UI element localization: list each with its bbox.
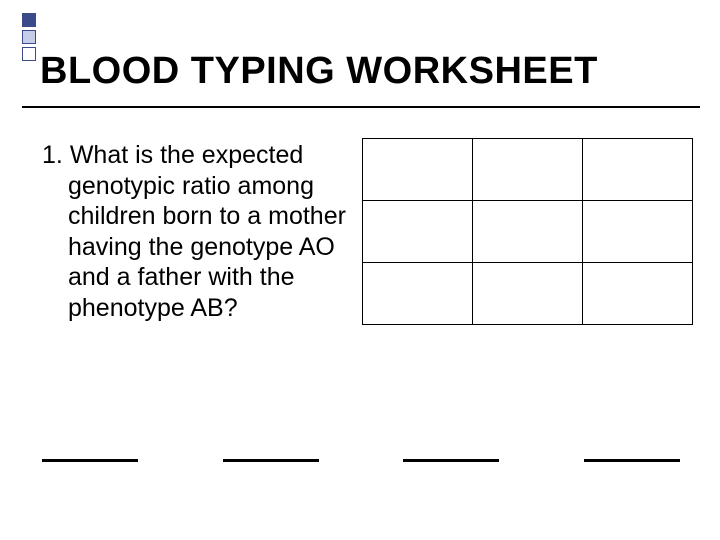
decor-bullets [22,13,36,61]
answer-blank[interactable] [42,459,138,462]
punnett-cell[interactable] [473,139,583,201]
answer-blank[interactable] [403,459,499,462]
punnett-cell[interactable] [473,201,583,263]
bullet-square [22,13,36,27]
table-row [363,201,693,263]
table-row [363,139,693,201]
question-number: 1. [42,141,63,169]
punnett-cell[interactable] [363,263,473,325]
punnett-cell[interactable] [363,201,473,263]
question-body: genotypic ratio among children born to a… [42,171,352,324]
bullet-square [22,30,36,44]
table-row [363,263,693,325]
answer-blank[interactable] [584,459,680,462]
question-first-line: What is the expected [70,141,303,169]
punnett-cell[interactable] [473,263,583,325]
page-title: BLOOD TYPING WORKSHEET [40,50,690,93]
punnett-cell[interactable] [583,139,693,201]
punnett-body [363,139,693,325]
punnett-square [362,138,693,325]
answer-blanks [42,459,680,462]
question-1: 1. What is the expected genotypic ratio … [42,140,352,323]
answer-blank[interactable] [223,459,319,462]
bullet-square [22,47,36,61]
title-underline [22,106,700,108]
punnett-cell[interactable] [363,139,473,201]
punnett-cell[interactable] [583,201,693,263]
punnett-cell[interactable] [583,263,693,325]
